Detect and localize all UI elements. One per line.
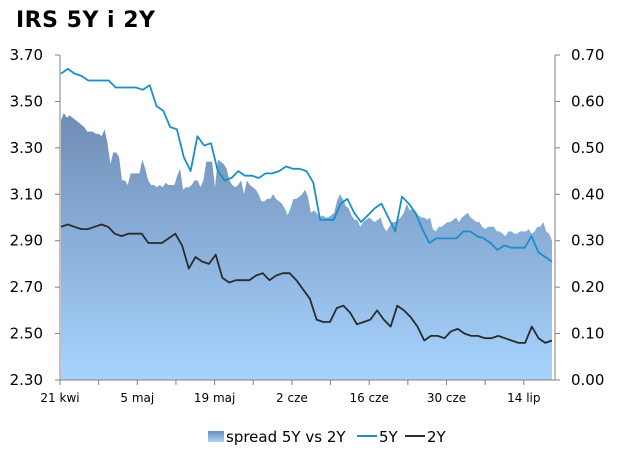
y-right-tick-label: 0.30: [571, 232, 604, 250]
y-right-tick-label: 0.00: [571, 371, 604, 389]
y-left-tick-label: 3.50: [10, 92, 43, 110]
series-line-2y: [60, 223, 553, 344]
x-tick-label: 14 lip: [507, 391, 540, 405]
spread-area: [61, 113, 552, 380]
x-tick-label: 5 maj: [120, 391, 154, 405]
y-left-tick-label: 2.70: [10, 278, 43, 296]
y-left-tick-label: 3.70: [10, 46, 43, 64]
legend-item-spread: spread 5Y vs 2Y: [208, 428, 346, 446]
y-left-tick-label: 2.90: [10, 232, 43, 250]
y-right-tick-label: 0.20: [571, 278, 604, 296]
x-tick-label: 19 maj: [194, 391, 235, 405]
legend-item-5y: 5Y: [357, 428, 399, 446]
x-tick-label: 30 cze: [427, 391, 466, 405]
legend-item-2y: 2Y: [405, 428, 447, 446]
y-left-tick-label: 2.30: [10, 371, 43, 389]
x-tick-label: 2 cze: [276, 391, 308, 405]
legend: spread 5Y vs 2Y 5Y 2Y: [208, 428, 447, 446]
x-tick-label: 21 kwi: [40, 391, 79, 405]
legend-label-spread: spread 5Y vs 2Y: [226, 428, 346, 446]
chart-title: IRS 5Y i 2Y: [16, 8, 156, 33]
y-left-tick-label: 3.10: [10, 185, 43, 203]
y-right-tick-label: 0.40: [571, 185, 604, 203]
legend-label-5y: 5Y: [379, 428, 399, 446]
y-right-tick-label: 0.50: [571, 139, 604, 157]
series-line-5y: [60, 68, 553, 263]
y-left-tick-label: 2.50: [10, 325, 43, 343]
y-right-tick-label: 0.70: [571, 46, 604, 64]
x-tick-label: 16 cze: [350, 391, 389, 405]
legend-label-2y: 2Y: [427, 428, 447, 446]
legend-swatch-spread: [208, 431, 224, 442]
y-right-tick-label: 0.10: [571, 325, 604, 343]
y-left-tick-label: 3.30: [10, 139, 43, 157]
y-right-tick-label: 0.60: [571, 92, 604, 110]
